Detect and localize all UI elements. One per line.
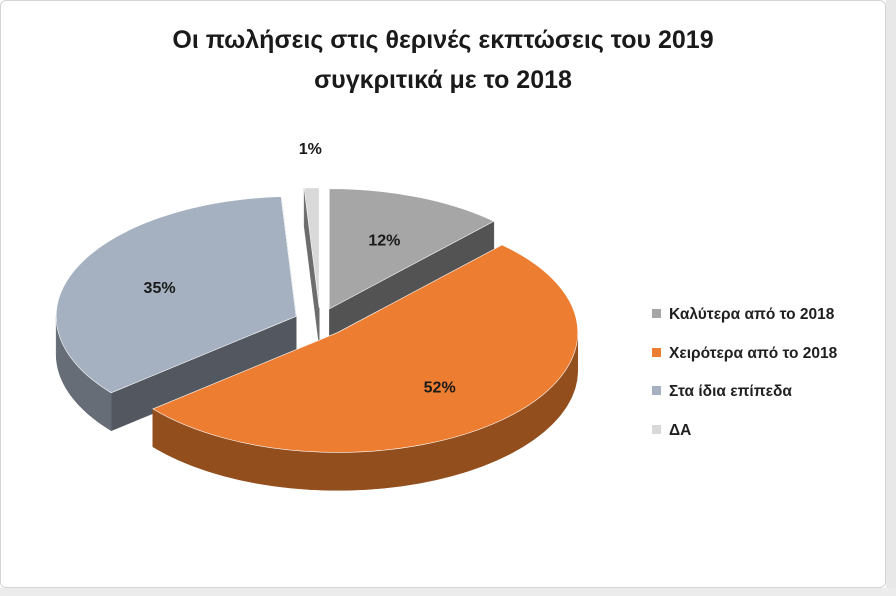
- legend-label: Στα ίδια επίπεδα: [669, 383, 792, 400]
- pie-slice: [329, 188, 495, 310]
- legend-label: ΔΑ: [669, 421, 692, 439]
- chart-title-line-2: συγκριτικά με το 2018: [314, 66, 572, 94]
- slice-value-label: 12%: [368, 233, 400, 250]
- right-edge: [886, 0, 896, 596]
- legend-swatch: [652, 309, 661, 318]
- pie-slice: [303, 187, 320, 308]
- legend: Καλύτερα από το 2018 Χειρότερα από το 20…: [652, 306, 837, 460]
- bottom-edge: [0, 588, 896, 596]
- legend-item: ΔΑ: [652, 422, 837, 461]
- legend-label: Χειρότερα από το 2018: [669, 344, 838, 362]
- chart-title: Οι πωλήσεις στις θερινές εκπτώσεις του 2…: [0, 20, 886, 100]
- legend-label: Καλύτερα από το 2018: [669, 306, 835, 323]
- pie-labels: 12% 52% 35% 1%: [144, 141, 456, 396]
- legend-item: Καλύτερα από το 2018: [652, 306, 837, 345]
- legend-swatch: [652, 424, 661, 434]
- pie-chart: 12% 52% 35% 1%: [55, 141, 579, 491]
- legend-item: Χειρότερα από το 2018: [652, 345, 837, 384]
- pie-slice: [152, 244, 579, 453]
- pie-tops: [55, 187, 579, 453]
- slice-value-label: 35%: [144, 280, 176, 297]
- slice-value-label: 52%: [424, 380, 456, 397]
- legend-item: Στα ίδια επίπεδα: [652, 383, 837, 422]
- slice-value-label: 1%: [299, 141, 322, 158]
- legend-swatch: [652, 347, 661, 357]
- chart-title-line-1: Οι πωλήσεις στις θερινές εκπτώσεις του 2…: [172, 26, 714, 54]
- pie-slice: [55, 196, 297, 394]
- legend-swatch: [652, 386, 661, 395]
